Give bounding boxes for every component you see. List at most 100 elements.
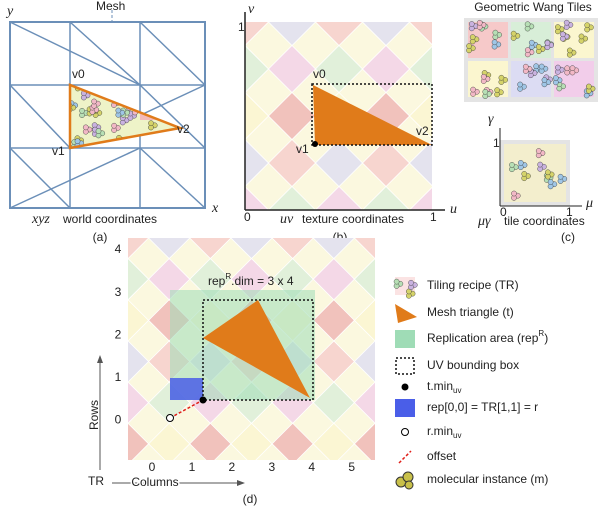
gamma-axis-label: γ <box>488 112 494 127</box>
legend-text: Mesh triangle (t) <box>427 305 514 319</box>
molecule <box>495 87 500 92</box>
origin-label: TR <box>88 474 104 488</box>
molecule <box>120 89 125 94</box>
tick-label: 1 <box>493 136 500 150</box>
molecule <box>499 75 504 80</box>
column-label: 4 <box>308 460 315 474</box>
molecule <box>75 139 80 144</box>
molecule <box>83 125 88 130</box>
molecule <box>511 191 516 196</box>
rows-title: Rows <box>87 400 101 430</box>
legend-label: Replication area (repR) <box>427 329 548 345</box>
molecule <box>151 102 156 107</box>
molecule <box>175 103 180 108</box>
molecule <box>116 90 121 95</box>
molecule <box>119 88 124 93</box>
molecule <box>171 101 176 106</box>
molecule <box>586 84 591 89</box>
molecule <box>161 93 166 98</box>
molecule <box>579 34 584 39</box>
molecule <box>518 82 523 87</box>
molecule <box>115 86 120 91</box>
molecule <box>171 105 176 110</box>
legend-label: UV bounding box <box>427 358 519 372</box>
legend-text: r.min <box>427 424 453 438</box>
molecule <box>525 47 530 52</box>
legend-text: molecular instance (m) <box>427 472 548 486</box>
legend-label: t.minuv <box>427 379 461 395</box>
molecule <box>558 174 563 179</box>
r-min-uv <box>167 415 174 422</box>
vertex-label: v2 <box>177 122 190 136</box>
molecule <box>116 86 121 91</box>
molecule <box>175 113 180 118</box>
column-label: 2 <box>229 460 236 474</box>
molecule <box>126 101 131 106</box>
vertex-label: v2 <box>416 124 429 138</box>
molecule <box>567 48 572 53</box>
molecule <box>158 133 163 138</box>
legend-icon <box>396 358 414 374</box>
mesh-edge <box>140 148 205 208</box>
molecule <box>140 98 145 103</box>
tile-diamond <box>66 300 107 341</box>
molecule <box>470 35 475 40</box>
molecule <box>118 88 123 93</box>
molecule <box>116 108 121 113</box>
mesh-edge <box>10 85 70 148</box>
molecule <box>157 95 162 100</box>
molecule <box>112 123 117 128</box>
molecule <box>96 129 101 134</box>
molecule <box>163 114 168 119</box>
molecule <box>509 162 514 167</box>
legend-label: Tiling recipe (TR) <box>427 278 519 292</box>
tile-diamond <box>410 234 457 281</box>
legend-label: rep[0,0] = TR[1,1] = r <box>427 400 538 414</box>
wang-tile <box>468 61 508 99</box>
rep-dim-rest: .dim = 3 x 4 <box>231 274 294 288</box>
legend-icon <box>395 399 415 417</box>
legend-text: rep[0,0] = TR[1,1] = r <box>427 400 538 414</box>
molecule <box>553 75 558 80</box>
legend-label: offset <box>427 449 457 463</box>
mesh-edge <box>10 148 140 208</box>
mu-axis-label: μ <box>585 196 593 211</box>
wang-tile <box>511 61 553 97</box>
molecule <box>175 108 180 113</box>
legend-text: Replication area (rep <box>427 331 539 345</box>
r-tile <box>170 378 203 400</box>
legend-sub: uv <box>453 431 461 440</box>
t-min-uv <box>312 141 318 147</box>
legend-label: molecular instance (m) <box>427 472 548 486</box>
molecule <box>585 23 590 28</box>
molecule <box>548 179 553 184</box>
molecule <box>138 89 143 94</box>
molecule <box>545 40 550 45</box>
molecule <box>483 89 488 94</box>
coords-text: tile coordinates <box>504 214 585 228</box>
molecule <box>555 24 560 29</box>
molecule <box>469 21 474 26</box>
molecule <box>534 64 539 69</box>
molecule <box>477 20 482 25</box>
u-axis-label: u <box>450 202 457 217</box>
tile-diamond <box>66 259 107 300</box>
legend-sub: uv <box>453 386 461 395</box>
row-label: 3 <box>115 285 122 299</box>
coords-symbol: xyz <box>31 212 50 227</box>
molecule <box>75 82 80 87</box>
molecule <box>161 136 166 141</box>
column-label: 3 <box>268 460 275 474</box>
tick-label: 0 <box>244 210 251 224</box>
legend-text: UV bounding box <box>427 358 519 372</box>
molecule <box>115 90 120 95</box>
mesh-label: Mesh <box>96 0 125 13</box>
molecule <box>538 162 543 167</box>
mesh-edge <box>140 22 205 85</box>
molecule <box>120 88 125 93</box>
molecule <box>124 86 129 91</box>
molecule <box>536 44 541 49</box>
molecule <box>143 137 148 142</box>
row-label: 0 <box>115 413 122 427</box>
legend-label: Mesh triangle (t) <box>427 305 514 319</box>
